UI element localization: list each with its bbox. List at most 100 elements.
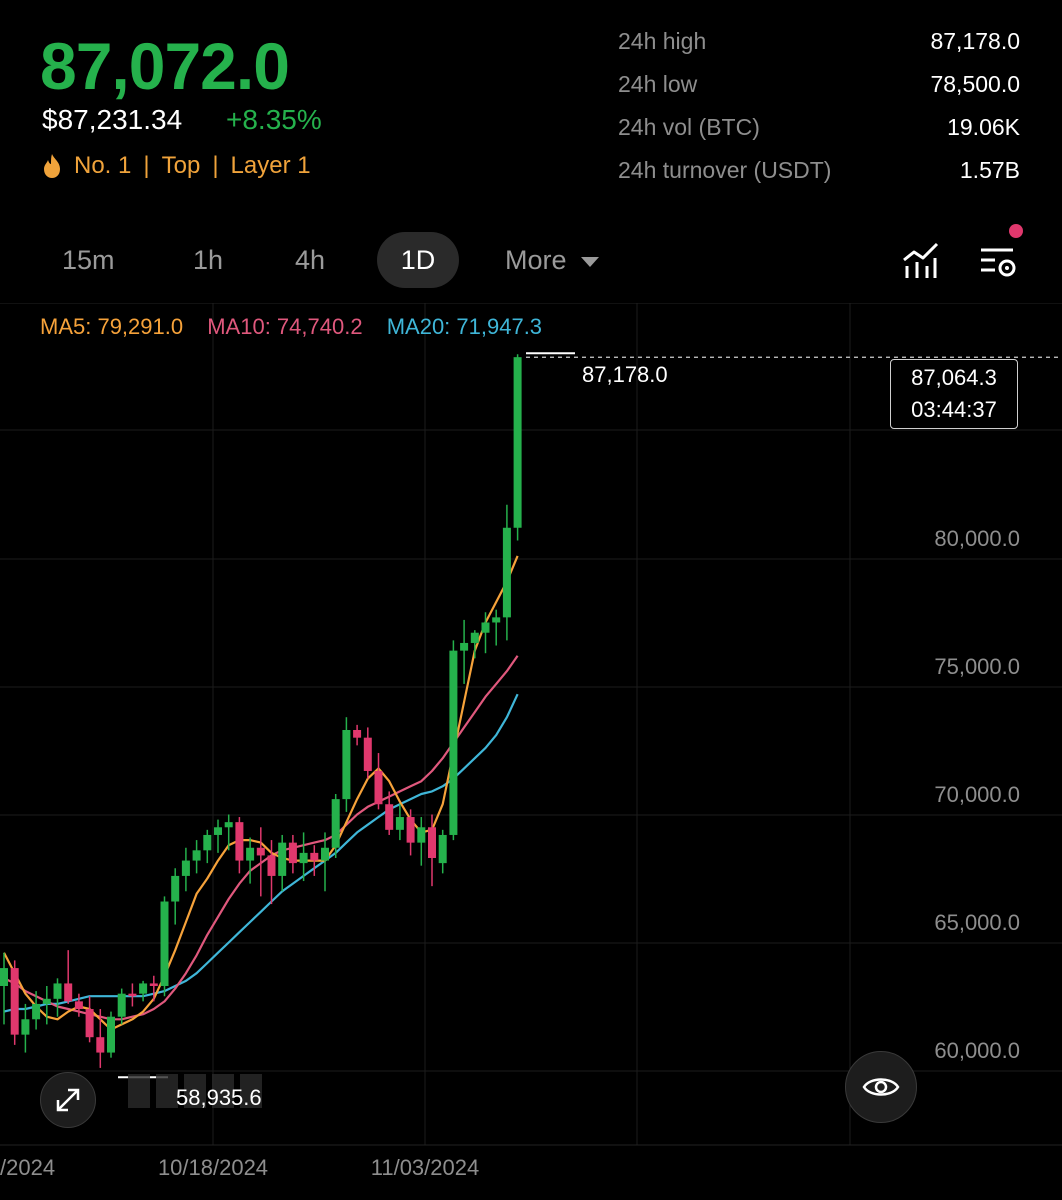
change-percent: +8.35% (226, 104, 322, 135)
notification-dot (1009, 224, 1023, 238)
candle-body (203, 834, 212, 851)
candle-countdown: 03:44:37 (911, 397, 997, 422)
candle-body (385, 804, 394, 830)
y-axis-label: 60,000.0 (934, 1038, 1020, 1063)
candle-body (160, 901, 169, 986)
candle-body (74, 1001, 83, 1010)
candle-body (32, 1003, 41, 1020)
watermark-logo (212, 1074, 234, 1108)
candle-body (363, 737, 372, 771)
candle-body (117, 993, 126, 1017)
candle-body (449, 650, 458, 835)
tag-top[interactable]: Top (161, 152, 201, 179)
ma20-line (3, 693, 519, 1013)
candle-body (299, 852, 308, 864)
tag-rank[interactable]: No. 1 (74, 152, 132, 179)
fullscreen-button[interactable] (40, 1072, 96, 1128)
flame-icon (44, 154, 60, 178)
last-price: 87,072.0 (40, 29, 290, 103)
tab-15m[interactable]: 15m (62, 245, 115, 275)
tab-1d[interactable]: 1D (377, 232, 459, 288)
stat-label-24h-turnover: 24h turnover (USDT) (618, 157, 832, 183)
y-axis-label: 70,000.0 (934, 782, 1020, 807)
candle-body (321, 847, 329, 861)
y-axis-label: 80,000.0 (934, 526, 1020, 551)
candle-body (331, 799, 340, 848)
caret-down-icon (581, 256, 600, 267)
x-axis-label: 11/03/2024 (371, 1155, 479, 1180)
eye-icon (862, 1078, 900, 1096)
candle-body (374, 770, 383, 805)
expand-icon (56, 1088, 80, 1112)
candle-body (438, 834, 447, 864)
x-axis-label: 10/18/2024 (158, 1155, 268, 1180)
candle-body (128, 993, 137, 997)
candle-body (256, 847, 265, 856)
candle-body (107, 1016, 115, 1053)
candle-body (460, 642, 469, 651)
candle-body (310, 852, 319, 861)
y-axis-label: 75,000.0 (934, 654, 1020, 679)
watermark-logo (184, 1074, 206, 1108)
more-label: More (505, 245, 567, 275)
candle-body (278, 842, 287, 876)
stat-value-24h-high: 87,178.0 (930, 28, 1020, 54)
candle-body (214, 827, 222, 835)
candle-body (235, 822, 244, 861)
stat-label-24h-low: 24h low (618, 71, 698, 97)
candle-body (53, 983, 62, 999)
candle-body (10, 968, 19, 1035)
ma5-legend: MA5: 79,291.0 (40, 314, 184, 339)
tag-separator: | (143, 152, 150, 179)
stat-value-24h-turnover: 1.57B (959, 157, 1020, 183)
watermark-logo (240, 1074, 262, 1108)
candle-body (181, 860, 190, 876)
x-axis-label: /2024 (0, 1155, 55, 1180)
more-dropdown[interactable]: More (505, 232, 600, 288)
ma5-line (3, 555, 519, 1031)
high-marker-label: 87,178.0 (582, 362, 668, 387)
candle-body (42, 998, 51, 1004)
candle-body (502, 527, 511, 618)
timeframe-bar: 15m 1h 4h 1D More (0, 232, 1062, 292)
candle-body (64, 983, 73, 1002)
ma-legend: MA5: 79,291.0 MA10: 74,740.2 MA20: 71,94… (40, 314, 560, 340)
stat-value-24h-low: 78,500.0 (930, 71, 1020, 97)
current-price: 87,064.3 (911, 365, 997, 390)
watermark-logo (156, 1074, 178, 1108)
tag-layer1[interactable]: Layer 1 (230, 152, 311, 179)
current-price-box: 87,064.3 03:44:37 (890, 359, 1018, 429)
candle-body (21, 1019, 30, 1035)
usd-price: $87,231.34 (42, 104, 183, 135)
candle-body (406, 817, 415, 843)
candle-body (85, 1009, 94, 1038)
candle-body (192, 850, 201, 861)
visibility-button[interactable] (845, 1051, 917, 1123)
candle-body (0, 968, 8, 986)
stat-value-24h-vol: 19.06K (947, 114, 1020, 140)
candle-body (353, 730, 362, 738)
candle-body (224, 822, 233, 828)
chart-settings-button[interactable] (977, 238, 1021, 282)
candle-body (149, 983, 158, 986)
tag-row: No. 1 | Top | Layer 1 (42, 152, 311, 180)
y-axis-label: 65,000.0 (934, 910, 1020, 935)
candle-body (492, 617, 501, 623)
candle-body (481, 622, 490, 633)
low-marker-label: 58,935.6 (176, 1085, 262, 1110)
candle-body (395, 817, 404, 830)
candlestick-chart[interactable]: 80,000.0 75,000.0 70,000.0 65,000.0 60,000.0… (0, 303, 1062, 1200)
candle-body (428, 827, 436, 858)
candle-body (171, 875, 180, 902)
candle-body (417, 827, 426, 843)
watermark-logo (128, 1074, 150, 1108)
candle-body (470, 632, 479, 643)
tag-separator: | (212, 152, 219, 179)
tab-4h[interactable]: 4h (295, 245, 326, 275)
tab-1h[interactable]: 1h (193, 245, 224, 275)
chart-settings-icon (981, 248, 1016, 277)
stat-label-24h-high: 24h high (618, 28, 707, 54)
stat-label-24h-vol: 24h vol (BTC) (618, 114, 760, 140)
indicator-chart-button[interactable] (899, 238, 943, 282)
candle-body (96, 1037, 105, 1053)
